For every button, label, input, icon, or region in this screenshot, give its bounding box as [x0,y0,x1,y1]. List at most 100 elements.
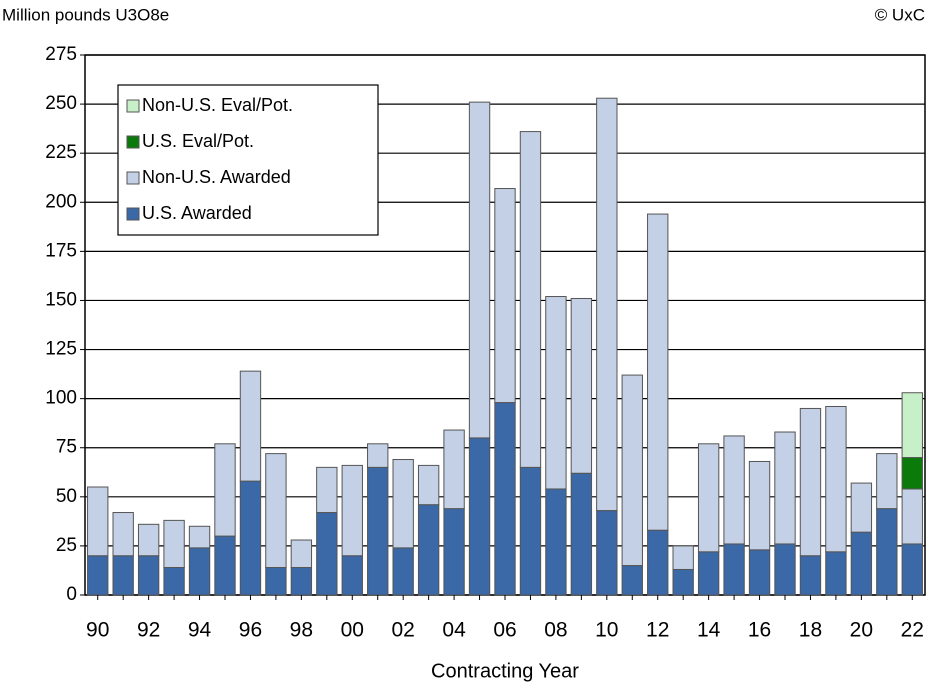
bar-segment [570,472,593,596]
y-tick-label: 275 [45,44,77,65]
bar-segment [697,551,720,596]
bar-segment [901,543,923,596]
legend-swatch [126,135,140,149]
x-tick-label: 90 [86,619,109,642]
x-tick-label: 06 [493,619,516,642]
y-tick-label: 250 [45,93,77,114]
legend-swatch [126,99,140,113]
y-tick-label: 200 [45,191,77,212]
bar-segment [163,519,185,569]
x-tick-label: 14 [697,619,721,642]
bar-segment [494,188,516,404]
bar-segment [545,296,567,490]
bar-segment [519,466,542,596]
bar-segment [545,488,567,596]
bar-segment [188,525,211,549]
bar-segment [876,453,898,510]
bar-segment [748,549,771,596]
bar-segment [596,97,618,512]
legend-box [117,84,379,236]
bar-segment [621,565,643,596]
x-tick-label: 98 [290,619,313,642]
y-tick-label: 50 [56,486,77,507]
bar-segment [468,437,491,596]
bar-segment [316,512,338,596]
x-tick-label: 08 [544,619,567,642]
bar-segment [850,531,873,596]
bar-segment [316,466,338,514]
x-tick-label: 02 [392,619,415,642]
bar-segment [392,547,414,596]
x-tick-label: 16 [748,619,771,642]
bar-segment [468,101,491,439]
legend-label: U.S. Eval/Pot. [142,131,254,151]
bar-segment [621,374,643,567]
bar-segment [799,555,822,596]
bar-segment [774,431,796,545]
bar-segment [443,508,465,596]
x-tick-label: 00 [341,619,364,642]
bar-segment [87,555,109,596]
bar-segment [901,457,923,490]
y-tick-label: 175 [45,240,77,261]
bar-segment [367,443,389,468]
bar-segment [290,567,313,596]
bar-segment [265,567,287,596]
legend-label: Non-U.S. Awarded [142,167,291,187]
source: © UxC [875,5,925,24]
bar-segment [137,523,160,557]
x-tick-label: 04 [442,619,466,642]
bar-segment [596,510,618,596]
x-tick-label: 12 [646,619,669,642]
bar-segment [163,567,185,596]
bar-segment [112,512,134,557]
bar-segment [417,464,440,506]
legend-label: Non-U.S. Eval/Pot. [142,95,293,115]
x-tick-label: 96 [239,619,262,642]
bar-segment [392,459,414,549]
bar-segment [570,297,593,474]
y-tick-label: 25 [56,535,77,556]
bar-segment [519,131,542,468]
y-tick-label: 75 [56,437,77,458]
x-tick-label: 20 [850,619,873,642]
bar-segment [341,464,363,557]
bar-segment [672,545,694,570]
bar-segment [367,466,389,596]
y-tick-label: 225 [45,142,77,163]
legend-swatch [126,171,140,185]
x-tick-label: 18 [799,619,822,642]
x-axis-label: Contracting Year [431,660,579,682]
bar-segment [214,535,236,596]
bar-segment [137,555,160,596]
bar-segment [748,460,771,551]
x-tick-label: 22 [901,619,924,642]
bar-segment [265,453,287,569]
bar-segment [188,547,211,596]
bar-segment [901,392,923,459]
bar-segment [341,555,363,596]
bar-segment [417,504,440,596]
bar-segment [647,213,669,531]
bar-segment [494,402,516,596]
bar-segment [825,405,847,553]
bar-segment [112,555,134,596]
bar-segment [876,508,898,596]
y-tick-label: 100 [45,388,77,409]
bar-segment [799,407,822,557]
bar-segment [239,370,262,482]
bar-segment [850,482,873,533]
bar-segment [290,539,313,569]
x-tick-label: 94 [188,619,212,642]
bar-segment [672,568,694,596]
bar-segment [87,486,109,557]
bar-segment [774,543,796,596]
y-tick-label: 125 [45,339,77,360]
y-unit-label: Million pounds U3O8e [2,5,169,24]
bar-segment [647,529,669,596]
y-tick-label: 0 [66,584,77,605]
bar-segment [825,551,847,596]
legend-label: U.S. Awarded [142,203,252,223]
y-tick-label: 150 [45,289,77,310]
